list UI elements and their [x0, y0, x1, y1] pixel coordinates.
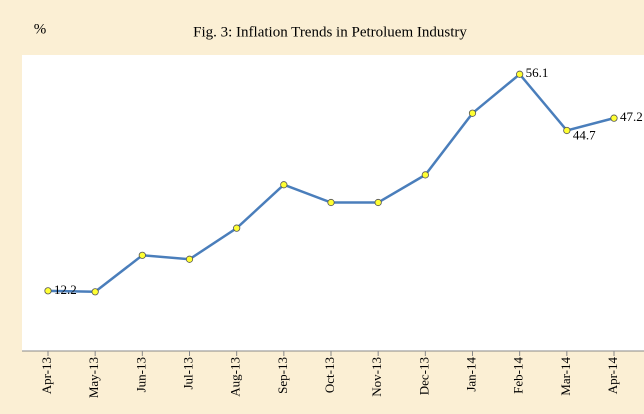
x-tick-label: Aug-13 [228, 357, 243, 397]
data-label: 44.7 [573, 127, 596, 142]
x-tick-label: Nov-13 [369, 357, 384, 397]
data-label: 12.2 [54, 282, 77, 297]
data-point [327, 198, 335, 207]
data-label: 56.1 [526, 65, 549, 80]
x-tick-label: Apr-13 [39, 357, 54, 394]
data-point [610, 114, 618, 122]
data-point [138, 251, 146, 259]
x-tick-label: May-13 [86, 357, 101, 398]
data-label: 47.2 [620, 109, 643, 124]
data-point [563, 126, 571, 135]
y-axis-label: % [34, 21, 47, 37]
x-tick-label: Jan-14 [463, 357, 478, 392]
chart-title: Fig. 3: Inflation Trends in Petroluem In… [193, 24, 467, 40]
x-tick-label: Jul-13 [180, 357, 195, 390]
data-point [91, 288, 99, 296]
data-point [468, 109, 477, 117]
data-point [516, 70, 524, 78]
x-tick-label: Feb-14 [511, 357, 526, 394]
x-tick-label: Oct-13 [322, 357, 337, 393]
x-tick-label: Mar-14 [558, 357, 573, 396]
x-tick-label: Sep-13 [275, 357, 290, 394]
data-point [280, 181, 288, 189]
x-tick-label: Apr-14 [605, 357, 620, 395]
x-tick-label: Dec-13 [416, 357, 431, 395]
data-point [44, 287, 52, 295]
data-point [233, 224, 241, 232]
data-point [421, 171, 429, 179]
data-point [185, 255, 194, 263]
data-point [374, 198, 382, 207]
x-tick-label: Jun-13 [133, 357, 148, 392]
